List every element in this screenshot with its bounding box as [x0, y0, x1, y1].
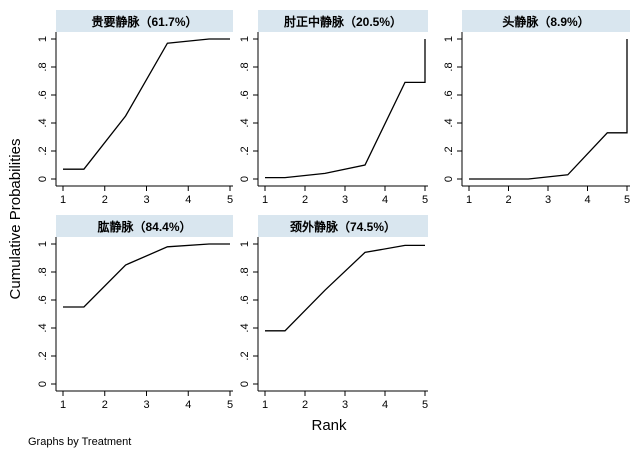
panel-title: 肱静脉（84.4%）: [97, 219, 191, 234]
y-tick-label: .4: [443, 118, 455, 127]
y-tick-label: 0: [37, 176, 49, 182]
y-tick-label: .2: [239, 351, 251, 360]
y-tick-label: 1: [239, 36, 251, 42]
x-tick-label: 3: [342, 194, 348, 206]
x-tick-label: 5: [624, 194, 630, 206]
y-tick-label: .2: [37, 351, 49, 360]
graphs-by-treatment-note: Graphs by Treatment: [28, 436, 131, 448]
plot-area: [56, 32, 233, 186]
x-tick-label: 1: [60, 194, 66, 206]
y-tick-label: .2: [443, 146, 455, 155]
x-tick-label: 4: [185, 194, 191, 206]
y-tick-label: 1: [239, 241, 251, 247]
y-tick-label: .6: [443, 90, 455, 99]
x-tick-label: 5: [227, 399, 233, 411]
panel-title: 肘正中静脉（20.5%）: [284, 14, 402, 29]
x-tick-label: 5: [227, 194, 233, 206]
y-tick-label: 0: [239, 381, 251, 387]
y-tick-label: 0: [37, 381, 49, 387]
plot-area: [258, 237, 428, 391]
x-tick-label: 1: [466, 194, 472, 206]
y-tick-label: 1: [37, 241, 49, 247]
x-tick-label: 4: [185, 399, 191, 411]
y-tick-label: .4: [239, 118, 251, 127]
y-tick-label: .6: [37, 90, 49, 99]
panel-title: 贵要静脉（61.7%）: [91, 14, 197, 29]
x-tick-label: 3: [342, 399, 348, 411]
cumulative-probability-line: [63, 38, 230, 170]
plot-area: [56, 237, 233, 391]
panel-1: 贵要静脉（61.7%） 0 .2 .4 .6 .8 1 1 2 3 4 5: [37, 10, 233, 206]
y-tick-label: .8: [443, 62, 455, 71]
y-tick-label: 0: [239, 176, 251, 182]
panel-3: 头静脉（8.9%） 0 .2 .4 .6 .8 1 1 2 3 4 5: [443, 10, 630, 206]
y-axis-title: Cumulative Probabilities: [7, 139, 24, 300]
y-tick-label: .4: [37, 118, 49, 127]
x-tick-label: 1: [262, 194, 268, 206]
plot-area: [258, 32, 428, 186]
x-tick-label: 2: [102, 194, 108, 206]
x-tick-label: 2: [302, 399, 308, 411]
y-tick-label: .2: [239, 146, 251, 155]
y-tick-label: .6: [239, 90, 251, 99]
x-tick-label: 4: [382, 194, 388, 206]
plot-area: [462, 32, 630, 186]
y-tick-label: .6: [37, 295, 49, 304]
cumulative-probability-line: [469, 39, 628, 180]
panels-group: 贵要静脉（61.7%） 0 .2 .4 .6 .8 1 1 2 3 4 5 肘正中静脉（20.5%） 0.…: [37, 10, 630, 411]
y-tick-label: .8: [239, 267, 251, 276]
x-tick-label: 4: [382, 399, 388, 411]
panel-title-strip: [258, 10, 428, 32]
y-tick-label: .8: [37, 62, 49, 71]
y-tick-label: 0: [443, 176, 455, 182]
cumulative-probability-line: [63, 243, 230, 308]
x-tick-label: 3: [143, 399, 149, 411]
x-tick-label: 2: [302, 194, 308, 206]
x-tick-label: 1: [262, 399, 268, 411]
x-axis-title: Rank: [311, 417, 347, 434]
panel-5: 颈外静脉（74.5%） 0 .2 .4 .6 .8 1 1 2 3 4 5: [239, 215, 428, 411]
y-tick-label: 1: [443, 36, 455, 42]
panel-4: 肱静脉（84.4%） 0 .2 .4 .6 .8 1 1 2 3 4 5: [37, 215, 233, 411]
x-tick-label: 2: [505, 194, 511, 206]
panel-2: 肘正中静脉（20.5%） 0 .2 .4 .6 .8 1 1 2 3 4 5: [239, 10, 428, 206]
panel-title: 颈外静脉（74.5%）: [289, 219, 396, 234]
x-tick-label: 4: [584, 194, 590, 206]
panel-title-strip: [56, 215, 233, 237]
y-tick-label: .2: [37, 146, 49, 155]
x-tick-label: 5: [422, 399, 428, 411]
y-tick-label: .4: [37, 323, 49, 332]
x-tick-label: 1: [60, 399, 66, 411]
y-tick-label: .6: [239, 295, 251, 304]
x-tick-label: 3: [143, 194, 149, 206]
x-tick-label: 5: [422, 194, 428, 206]
panel-title: 头静脉（8.9%）: [502, 14, 589, 29]
y-tick-label: .8: [37, 267, 49, 276]
y-tick-label: .8: [239, 62, 251, 71]
panel-title-strip: [56, 10, 233, 32]
x-tick-label: 2: [102, 399, 108, 411]
panel-title-strip: [258, 215, 428, 237]
cumulative-probability-line: [265, 244, 425, 332]
y-tick-label: 1: [37, 36, 49, 42]
panel-title-strip: [462, 10, 630, 32]
x-tick-label: 3: [545, 194, 551, 206]
cumulative-probability-line: [265, 39, 426, 179]
y-tick-label: .4: [239, 323, 251, 332]
